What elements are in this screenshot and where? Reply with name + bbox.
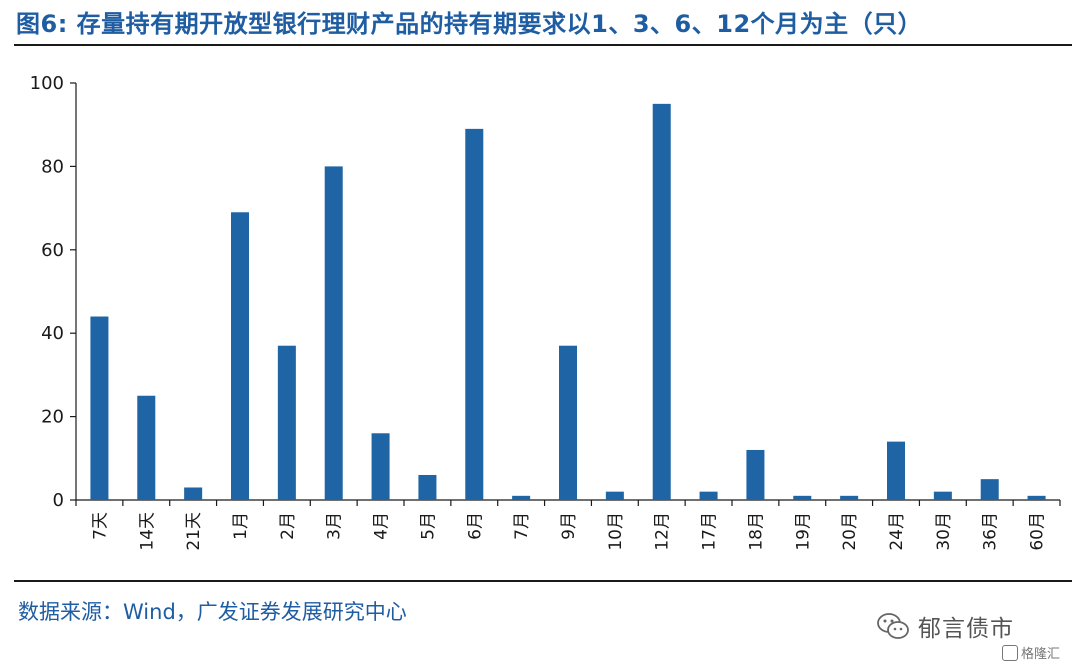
x-tick-label: 20月 <box>840 512 860 551</box>
x-tick-label: 3月 <box>325 512 345 540</box>
source-note: 数据来源：Wind，广发证券发展研究中心 <box>18 600 407 624</box>
bar-20月 <box>840 495 859 500</box>
y-tick-label: 20 <box>41 407 64 428</box>
bar-14天 <box>137 395 156 500</box>
x-tick-label: 60月 <box>1028 512 1048 551</box>
x-tick-label: 10月 <box>606 512 626 551</box>
bar-18月 <box>746 449 765 500</box>
x-tick-label: 24月 <box>887 512 907 551</box>
bar-1月 <box>231 212 249 500</box>
chart-title: 图6: 存量持有期开放型银行理财产品的持有期要求以1、3、6、12个月为主（只） <box>16 10 923 38</box>
y-tick-label: 40 <box>41 323 64 344</box>
y-tick-label: 80 <box>41 156 64 177</box>
bar-24月 <box>887 441 905 500</box>
watermark-text: 郁言债市 <box>918 616 1014 642</box>
bar-30月 <box>933 491 952 500</box>
watermark-badge: 格隆汇 <box>1002 643 1060 662</box>
x-tick-label: 2月 <box>278 512 298 540</box>
x-tick-label: 17月 <box>700 512 720 551</box>
y-tick-label: 60 <box>41 240 64 261</box>
top-rule <box>14 44 1072 46</box>
x-tick-label: 12月 <box>653 512 673 551</box>
bar-6月 <box>465 128 484 500</box>
bar-17月 <box>699 491 718 500</box>
x-tick-label: 7天 <box>90 512 110 540</box>
bar-3月 <box>324 166 343 500</box>
bar-19月 <box>793 495 812 500</box>
bar-4月 <box>371 433 390 500</box>
bar-10月 <box>605 491 624 500</box>
watermark: 郁言债市 <box>876 606 1014 646</box>
y-tick-label: 100 <box>30 73 64 94</box>
bar-21天 <box>184 487 203 500</box>
x-tick-label: 14天 <box>137 512 157 551</box>
x-tick-label: 36月 <box>981 512 1001 551</box>
bar-5月 <box>418 474 437 500</box>
x-tick-label: 21天 <box>184 512 204 551</box>
bar-2月 <box>277 345 296 500</box>
y-tick-label: 0 <box>53 490 64 511</box>
x-tick-label: 18月 <box>746 512 766 551</box>
bottom-rule <box>14 580 1072 582</box>
bar-9月 <box>559 345 577 500</box>
bar-7天 <box>90 316 109 500</box>
bar-chart: 0 20 40 60 80 100 7天 14天 21天 1月 2月 3月 4月 5月 6月 7月 9月 10月 1… <box>30 73 1061 551</box>
badge-icon <box>1002 644 1018 661</box>
title-bar: 图6: 存量持有期开放型银行理财产品的持有期要求以1、3、6、12个月为主（只） <box>0 0 1080 44</box>
bar-36月 <box>980 479 999 500</box>
x-tick-label: 19月 <box>793 512 813 551</box>
watermark-badge-text: 格隆汇 <box>1021 647 1061 662</box>
x-tick-label: 9月 <box>559 512 579 540</box>
x-tick-label: 6月 <box>465 512 485 540</box>
x-tick-label: 1月 <box>231 512 251 540</box>
wechat-icon <box>877 613 909 639</box>
bar-60月 <box>1027 495 1046 500</box>
x-tick-label: 4月 <box>372 512 392 540</box>
x-tick-label: 5月 <box>418 512 438 540</box>
x-tick-label: 30月 <box>934 512 954 551</box>
x-tick-label: 7月 <box>512 512 532 540</box>
bar-7月 <box>512 495 531 500</box>
bar-12月 <box>652 103 671 500</box>
